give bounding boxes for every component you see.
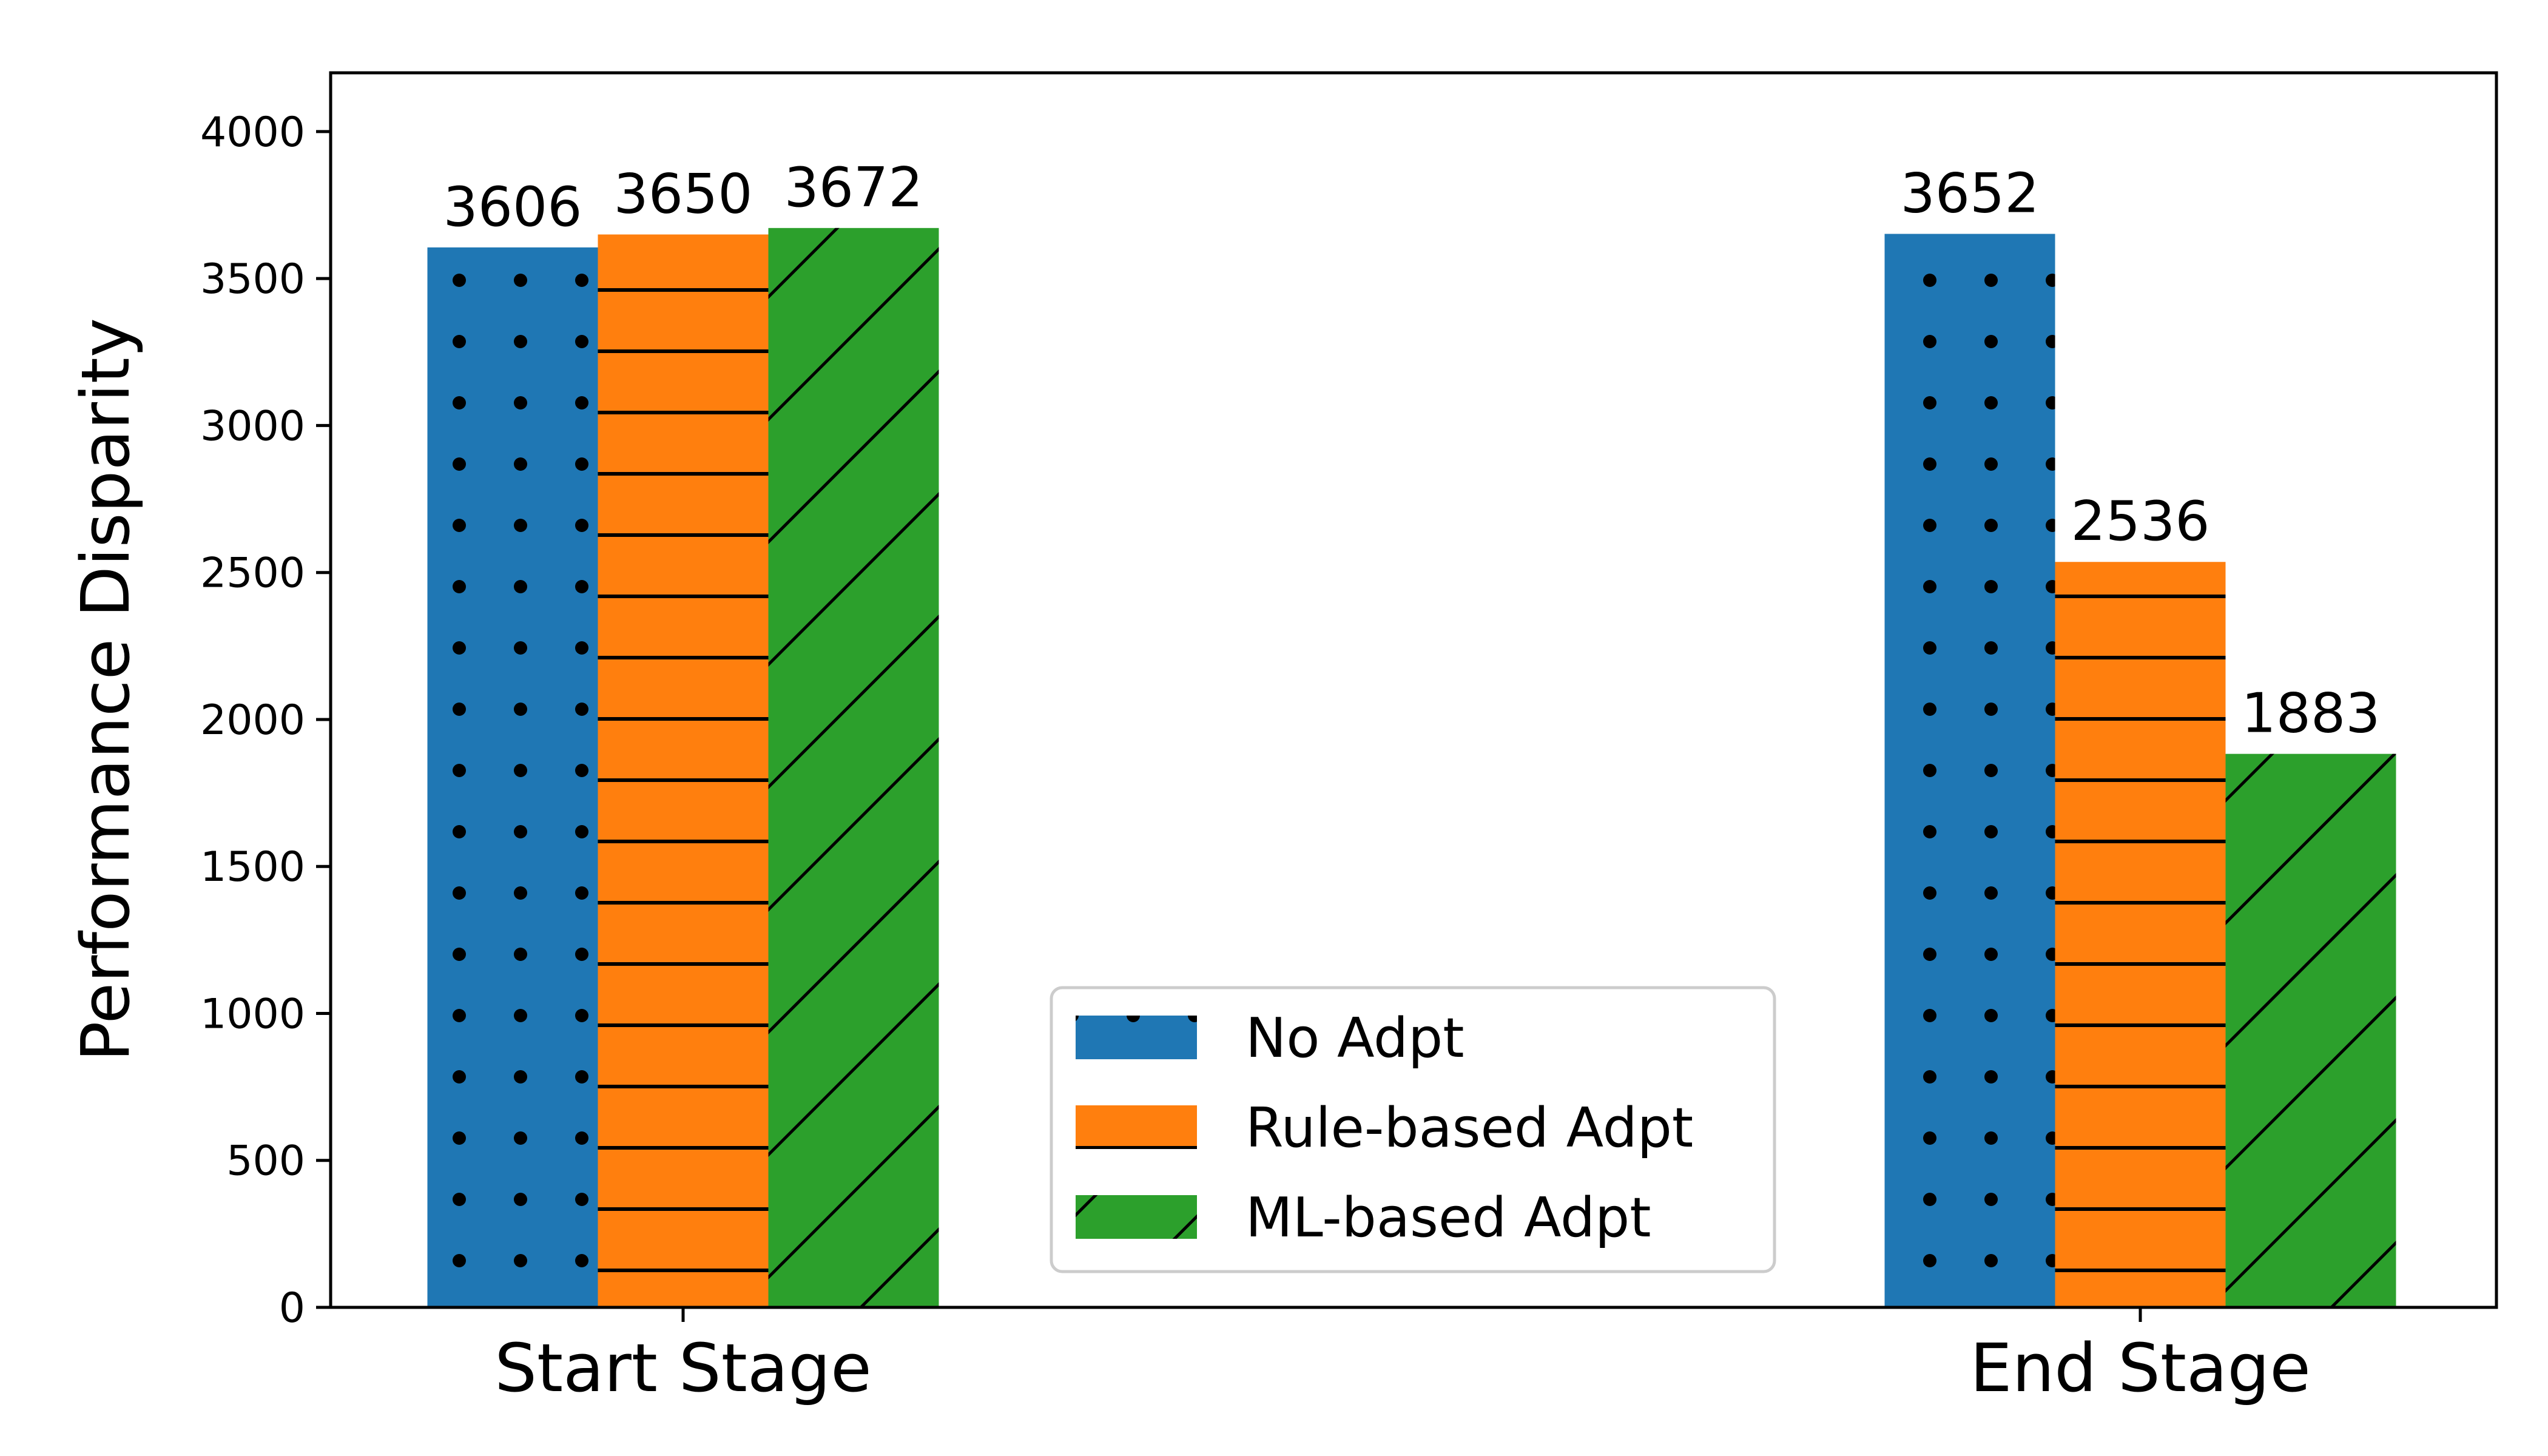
- y-tick-label: 2500: [200, 550, 305, 598]
- bar-ml-based-adpt-end-stage-hatch: [2225, 753, 2396, 1307]
- bar-no-adpt-end-stage-hatch: [1884, 234, 2055, 1307]
- y-tick-label: 2000: [200, 696, 305, 744]
- y-tick-label: 3000: [200, 402, 305, 450]
- legend-box: [1050, 986, 1776, 1273]
- legend-item-no-adpt: No Adpt: [1076, 1006, 1464, 1070]
- y-tick-label: 4000: [200, 109, 305, 157]
- y-axis: 0 500 1000 1500 2000 2500 3000 3500 4000: [200, 109, 331, 1332]
- legend-label: Rule-based Adpt: [1245, 1096, 1693, 1160]
- data-label-no-adpt-start-stage: 3606: [443, 175, 582, 239]
- data-label-rule-based-adpt-end-stage: 2536: [2071, 490, 2209, 553]
- y-tick-label: 0: [279, 1284, 305, 1332]
- bar-rule-based-adpt-end-stage-hatch: [2055, 562, 2226, 1308]
- bar-rule-based-adpt-start-stage-hatch: [598, 234, 769, 1308]
- legend-swatch-hatch: [1076, 1016, 1197, 1059]
- data-label-rule-based-adpt-start-stage: 3650: [613, 162, 752, 226]
- y-tick-label: 1500: [200, 843, 305, 891]
- data-label-no-adpt-end-stage: 3652: [1900, 162, 2039, 226]
- legend-label: ML-based Adpt: [1245, 1186, 1651, 1250]
- y-tick-label: 1000: [200, 990, 305, 1038]
- plot-frame: [329, 71, 2498, 1309]
- legend-item-rule-based-adpt: Rule-based Adpt: [1076, 1096, 1693, 1160]
- data-labels-group: 3606 3650 3672 3652 2536 1883: [443, 156, 2380, 746]
- legend-swatch-hatch: [1076, 1195, 1197, 1239]
- x-tick-label-start-stage: Start Stage: [494, 1329, 872, 1407]
- data-label-ml-based-adpt-start-stage: 3672: [784, 156, 923, 220]
- y-axis-label: Performance Disparity: [67, 318, 144, 1062]
- legend-item-ml-based-adpt: ML-based Adpt: [1076, 1186, 1651, 1250]
- x-axis: Start Stage End Stage: [494, 1307, 2311, 1407]
- x-tick-label-end-stage: End Stage: [1970, 1329, 2311, 1407]
- legend: No Adpt Rule-based Adpt ML-based Adpt: [1050, 986, 1776, 1273]
- bar-no-adpt-start-stage-hatch: [427, 247, 598, 1307]
- y-tick-label: 500: [226, 1138, 305, 1185]
- bar-ml-based-adpt-start-stage-hatch: [768, 228, 939, 1307]
- legend-label: No Adpt: [1245, 1006, 1464, 1070]
- data-label-ml-based-adpt-end-stage: 1883: [2241, 682, 2380, 746]
- bars-group: [427, 228, 2396, 1308]
- y-tick-label: 3500: [200, 255, 305, 303]
- legend-swatch-hatch: [1076, 1105, 1197, 1149]
